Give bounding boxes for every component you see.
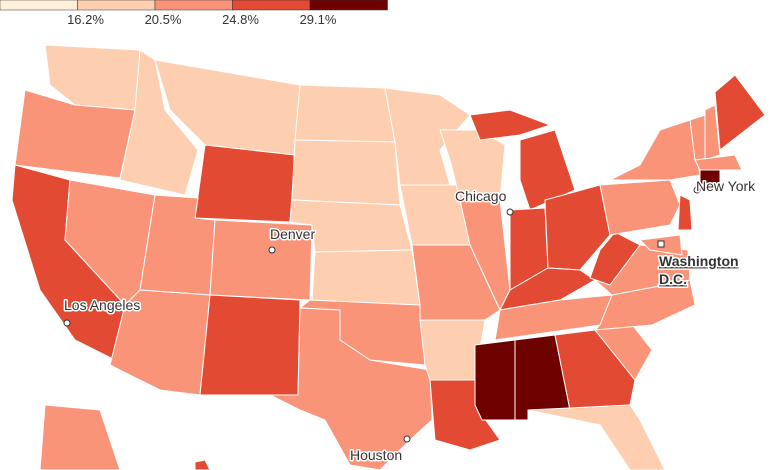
state — [527, 404, 666, 470]
state — [384, 87, 471, 186]
city-label: Chicago — [455, 188, 507, 204]
legend-swatch — [0, 0, 78, 11]
legend-label: 24.8% — [222, 12, 259, 27]
state — [599, 179, 681, 236]
legend-swatch — [77, 0, 156, 11]
state — [269, 307, 433, 470]
legend: 16.2% 20.5% 24.8% 29.1% — [0, 0, 388, 27]
state — [291, 139, 401, 206]
city-marker — [693, 186, 701, 194]
city-label: Houston — [350, 447, 402, 463]
legend-swatch — [154, 0, 233, 11]
legend-swatch — [309, 0, 388, 11]
city-marker — [268, 246, 276, 254]
state — [554, 329, 636, 411]
city-marker — [403, 435, 411, 443]
state — [694, 154, 743, 171]
state — [677, 194, 693, 231]
state — [474, 339, 516, 421]
city-label: D.C. — [659, 271, 687, 287]
state — [714, 74, 766, 151]
state — [609, 119, 701, 181]
legend-label: 29.1% — [300, 12, 337, 27]
states — [11, 44, 766, 470]
city-marker — [63, 319, 71, 327]
legend-label: 20.5% — [145, 12, 182, 27]
city-marker — [657, 240, 665, 248]
city-label: Washington — [659, 253, 739, 269]
city-label: New York — [696, 178, 756, 194]
state — [199, 294, 301, 396]
state — [469, 109, 551, 141]
cities: Chicago Denver New York Washington D.C. Los A… — [63, 177, 758, 465]
state — [311, 249, 421, 306]
state — [119, 49, 199, 196]
state — [194, 144, 296, 223]
state — [544, 184, 611, 271]
state — [704, 104, 721, 161]
state — [39, 404, 121, 470]
legend-swatch — [232, 0, 311, 11]
state — [194, 459, 211, 470]
state — [294, 84, 396, 143]
city-label: Denver — [270, 226, 315, 242]
state — [699, 169, 721, 191]
city-label: Los Angeles — [64, 297, 140, 313]
legend-label: 16.2% — [67, 12, 104, 27]
city-marker — [506, 208, 514, 216]
